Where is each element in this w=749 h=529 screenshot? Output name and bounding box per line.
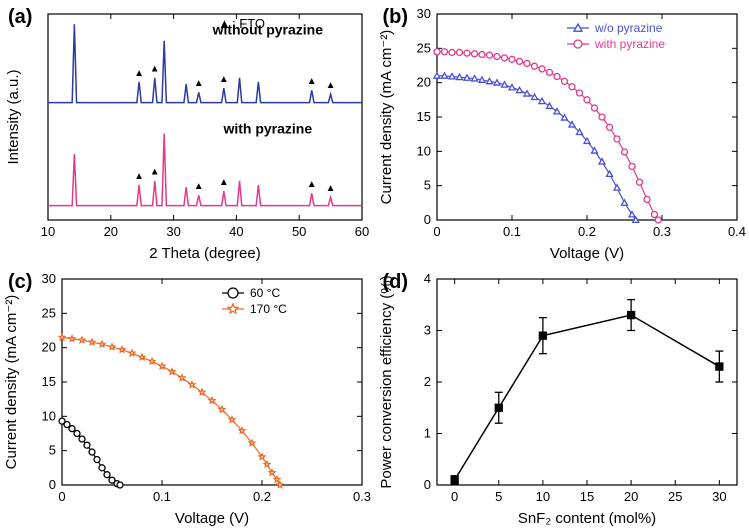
svg-text:▲: ▲ — [307, 76, 317, 87]
chart-c-jv: 0 0.1 0.2 0.3 0 5 10 15 20 25 30 Voltage (V) Current… — [0, 265, 374, 529]
svg-text:30: 30 — [416, 6, 430, 21]
svg-text:2 Theta (degree): 2 Theta (degree) — [149, 245, 260, 262]
panel-d: (d) 0 5 10 15 20 25 30 0 1 2 3 4 SnF₂ content (mol%)… — [375, 265, 749, 529]
svg-text:0.3: 0.3 — [353, 489, 371, 504]
svg-text:0: 0 — [451, 489, 458, 504]
svg-text:0.1: 0.1 — [502, 224, 520, 239]
svg-text:0.2: 0.2 — [253, 489, 271, 504]
panel-c: (c) 0 0.1 0.2 0.3 0 5 10 15 20 25 30 Voltage (V) Cur… — [0, 265, 375, 529]
svg-text:0.4: 0.4 — [727, 224, 745, 239]
svg-text:20: 20 — [623, 489, 637, 504]
panel-a: (a) 10 20 30 40 50 60 2 Theta (degree) Intensit… — [0, 0, 375, 265]
svg-text:2: 2 — [423, 374, 430, 389]
svg-text:40: 40 — [229, 224, 243, 239]
panel-label-c: (c) — [8, 271, 32, 294]
svg-text:▲: ▲ — [194, 181, 204, 192]
svg-text:25: 25 — [42, 305, 56, 320]
svg-text:▲: ▲ — [307, 179, 317, 190]
svg-text:SnF₂ content (mol%): SnF₂ content (mol%) — [517, 510, 655, 527]
svg-text:25: 25 — [416, 40, 430, 55]
svg-text:5: 5 — [423, 178, 430, 193]
svg-text:30: 30 — [166, 224, 180, 239]
svg-text:0.2: 0.2 — [577, 224, 595, 239]
svg-text:Voltage (V): Voltage (V) — [549, 245, 623, 262]
svg-text:10: 10 — [42, 408, 56, 423]
svg-text:20: 20 — [42, 339, 56, 354]
svg-text:Current density (mA cm⁻²): Current density (mA cm⁻²) — [378, 30, 395, 205]
svg-text:with pyrazine: with pyrazine — [594, 37, 665, 51]
svg-text:60: 60 — [355, 224, 369, 239]
svg-text:20: 20 — [416, 75, 430, 90]
svg-text:4: 4 — [423, 271, 430, 286]
svg-text:1: 1 — [423, 425, 430, 440]
panel-label-a: (a) — [8, 6, 32, 29]
svg-text:15: 15 — [579, 489, 593, 504]
panel-label-b: (b) — [383, 6, 409, 29]
svg-text:0: 0 — [433, 224, 440, 239]
svg-text:Current density (mA cm⁻²): Current density (mA cm⁻²) — [3, 294, 20, 469]
svg-text:15: 15 — [42, 374, 56, 389]
svg-text:30: 30 — [42, 271, 56, 286]
svg-text:170 °C: 170 °C — [250, 302, 287, 316]
chart-d-pce: 0 5 10 15 20 25 30 0 1 2 3 4 SnF₂ content (mol%) Powe… — [375, 265, 749, 529]
svg-text:▲: ▲ — [219, 74, 229, 85]
panel-label-d: (d) — [383, 271, 409, 294]
svg-text:0: 0 — [423, 477, 430, 492]
svg-text:▲: ▲ — [194, 78, 204, 89]
svg-text:▲: ▲ — [150, 64, 160, 75]
chart-a-xrd: 10 20 30 40 50 60 2 Theta (degree) Intensity (a… — [0, 0, 374, 264]
svg-text:0: 0 — [423, 212, 430, 227]
svg-text:Intensity (a.u.): Intensity (a.u.) — [5, 69, 22, 164]
svg-text:▲: ▲ — [219, 177, 229, 188]
svg-text:3: 3 — [423, 322, 430, 337]
svg-text:10: 10 — [535, 489, 549, 504]
svg-text:▲: ▲ — [150, 167, 160, 178]
chart-b-jv: 0 0.1 0.2 0.3 0.4 0 5 10 15 20 25 30 Voltage (V) Curr… — [375, 0, 749, 264]
svg-text:w/o pyrazine: w/o pyrazine — [594, 21, 663, 35]
svg-text:▲: ▲ — [326, 183, 336, 194]
svg-text:30: 30 — [712, 489, 726, 504]
svg-text:▲: ▲ — [326, 80, 336, 91]
svg-text:60 °C: 60 °C — [250, 286, 280, 300]
panel-b: (b) 0 0.1 0.2 0.3 0.4 0 5 10 15 20 25 30 Voltage (V)… — [375, 0, 749, 265]
svg-text:5: 5 — [49, 442, 56, 457]
svg-text:Power conversion efficiency (%: Power conversion efficiency (%) — [378, 275, 395, 488]
svg-text:5: 5 — [495, 489, 502, 504]
svg-text:Voltage (V): Voltage (V) — [175, 510, 249, 527]
svg-text:10: 10 — [416, 143, 430, 158]
svg-text:0: 0 — [58, 489, 65, 504]
svg-text:0.3: 0.3 — [652, 224, 670, 239]
svg-text:▲: ▲ — [134, 68, 144, 79]
svg-text:10: 10 — [41, 224, 55, 239]
svg-text:20: 20 — [104, 224, 118, 239]
svg-text:with pyrazine: with pyrazine — [222, 120, 312, 136]
svg-text:50: 50 — [292, 224, 306, 239]
svg-text:▲: ▲ — [134, 171, 144, 182]
svg-text:25: 25 — [668, 489, 682, 504]
svg-text:15: 15 — [416, 109, 430, 124]
svg-text:0: 0 — [49, 477, 56, 492]
svg-text:without pyrazine: without pyrazine — [212, 22, 324, 38]
svg-text:0.1: 0.1 — [153, 489, 171, 504]
